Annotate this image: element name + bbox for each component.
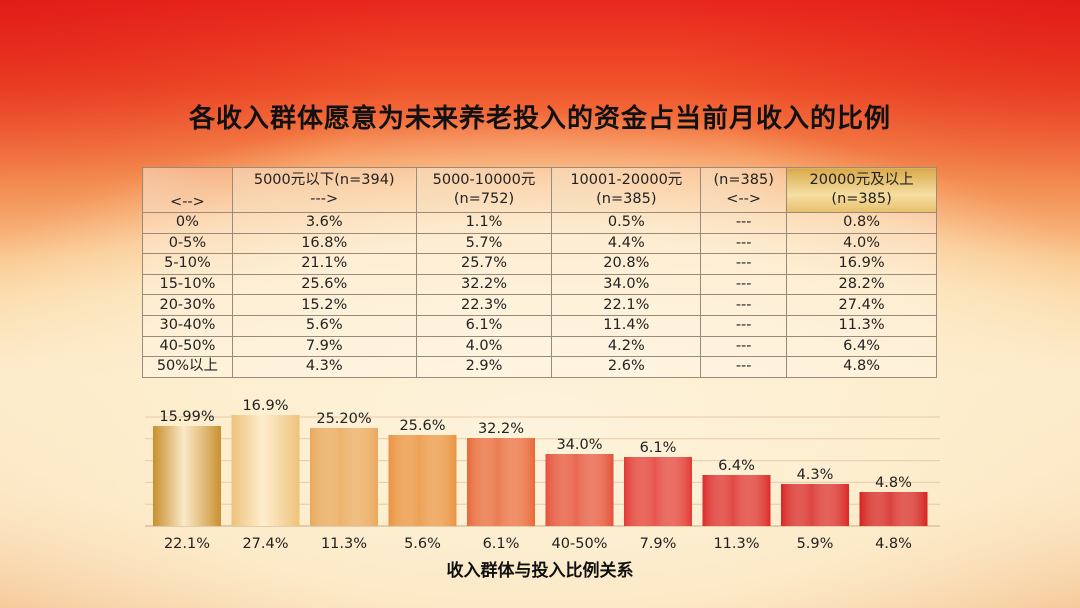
table-cell: 34.0% (551, 273, 702, 296)
header-line: (n=385) (596, 191, 657, 207)
header-line: (n=385) (713, 172, 774, 188)
header-line: <--> (170, 194, 205, 210)
table-cell: 5.6% (231, 314, 417, 337)
category-label: 11.3% (321, 536, 367, 552)
bar-top-label: 6.4% (718, 458, 755, 474)
table-cell: --- (700, 335, 788, 358)
table-header-cell: 10001-20000元 (n=385) (551, 167, 702, 213)
table-cell: --- (700, 356, 788, 378)
bar-top-label: 34.0% (556, 437, 602, 453)
row-label-cell: 50%以上 (142, 356, 233, 378)
table-cell: 4.3% (231, 356, 417, 378)
table-header-cell: 5000-10000元 (n=752) (415, 167, 553, 213)
table-cell: 2.9% (415, 356, 553, 378)
bars-group (153, 415, 928, 526)
bar-top-label: 6.1% (640, 440, 677, 456)
bar-highlight (231, 415, 300, 526)
bar-highlight (781, 484, 849, 526)
category-label: 5.6% (404, 536, 441, 552)
bar-highlight (153, 426, 221, 526)
table-cell: --- (700, 273, 788, 296)
header-line: 10001-20000元 (570, 172, 683, 188)
table-row: 50%以上 4.3% 2.9% 2.6% --- 4.8% (142, 356, 937, 378)
row-label-cell: 15-10% (142, 273, 233, 296)
table-cell: 22.3% (415, 294, 553, 316)
x-axis-title: 收入群体与投入比例关系 (446, 561, 634, 581)
category-label: 22.1% (164, 536, 210, 552)
header-line: 20000元及以上 (809, 172, 914, 188)
category-label: 6.1% (483, 536, 520, 552)
header-line: <--> (726, 191, 762, 207)
table-cell: 6.4% (786, 335, 937, 358)
table-header-cell: (n=385) <--> (700, 167, 788, 213)
table-cell: 2.6% (551, 356, 702, 378)
table-row: 0-5% 16.8% 5.7% 4.4% --- 4.0% (142, 232, 937, 255)
category-label: 7.9% (640, 536, 677, 552)
table-row: 20-30% 15.2% 22.3% 22.1% --- 27.4% (142, 294, 937, 316)
bar-top-label: 32.2% (478, 421, 524, 437)
header-line: (n=385) (831, 191, 892, 207)
bar-top-label: 15.99% (159, 409, 214, 425)
table-header-row: <--> 5000元以下(n=394) ---> 5000-10000元 (n=… (142, 167, 937, 213)
bar-highlight (859, 492, 928, 526)
table-cell: 4.8% (786, 356, 937, 378)
data-table: <--> 5000元以下(n=394) ---> 5000-10000元 (n=… (142, 167, 937, 378)
bar-top-label: 25.6% (399, 418, 445, 434)
header-line: (n=752) (453, 191, 515, 207)
table-cell: 11.3% (786, 314, 937, 337)
category-label: 5.9% (797, 536, 834, 552)
bar-highlight (702, 475, 771, 526)
top-labels-group: 15.99% 16.9% 25.20% 25.6% 32.2% 34.0% 6.1% 6.4%… (159, 398, 912, 491)
bar-highlight (467, 438, 535, 526)
table-body: 0% 3.6% 1.1% 0.5% --- 0.8% 0-5% 16.8% 5.7% 4.4% --… (142, 212, 937, 378)
header-line: ---> (310, 191, 339, 207)
bar-top-label: 4.8% (875, 475, 912, 491)
bar-top-label: 4.3% (797, 467, 834, 483)
table-header-cell: 5000元以下(n=394) ---> (231, 167, 417, 213)
table-row: 0% 3.6% 1.1% 0.5% --- 0.8% (142, 212, 937, 234)
category-label: 40-50% (552, 536, 608, 552)
header-line: 5000-10000元 (432, 172, 536, 188)
table-header-cell: <--> (142, 167, 233, 213)
header-line: 5000元以下(n=394) (253, 172, 395, 188)
table-cell: --- (700, 232, 788, 255)
page-title: 各收入群体愿意为未来养老投入的资金占当前月收入的比例 (188, 104, 891, 134)
table-row: 30-40% 5.6% 6.1% 11.4% --- 11.3% (142, 314, 937, 337)
bar-highlight (624, 457, 692, 526)
category-label: 27.4% (242, 536, 288, 552)
category-label: 4.8% (875, 536, 912, 552)
table-header-cell: 20000元及以上 (n=385) (786, 167, 937, 213)
table-cell: 25.6% (231, 273, 417, 296)
category-label: 11.3% (713, 536, 759, 552)
bar-top-label: 25.20% (316, 411, 371, 427)
bar-top-label: 16.9% (242, 398, 288, 414)
table-row: 40-50% 7.9% 4.0% 4.2% --- 6.4% (142, 335, 937, 358)
bar-highlight (545, 454, 614, 526)
table-row: 15-10% 25.6% 32.2% 34.0% --- 28.2% (142, 273, 937, 296)
category-labels-group: 22.1% 27.4% 11.3% 5.6% 6.1% 40-50% 7.9% 11.3% 5.… (164, 536, 912, 552)
table-cell: --- (700, 253, 788, 275)
row-label-cell: 0-5% (142, 232, 233, 255)
bar-highlight (310, 428, 378, 526)
bar-highlight (388, 435, 457, 526)
table-cell: --- (700, 212, 788, 234)
row-label-cell: 40-50% (142, 335, 233, 358)
